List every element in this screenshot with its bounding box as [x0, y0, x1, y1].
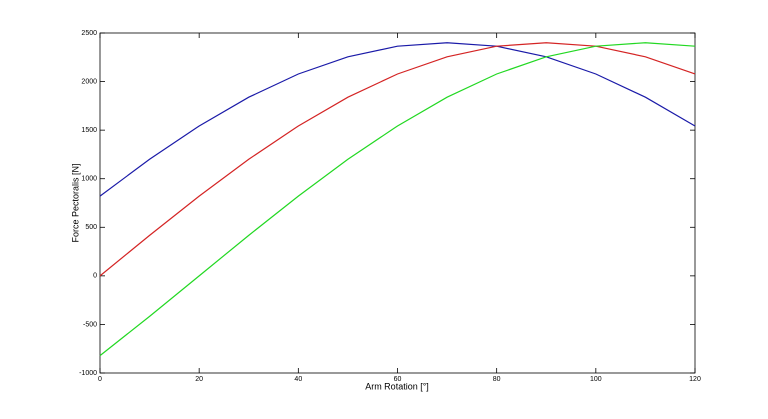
x-tick-label: 60 — [394, 376, 402, 383]
series-line — [99, 42, 696, 277]
x-axis-label: Arm Rotation [°] — [365, 381, 429, 391]
x-tick-label: 120 — [689, 376, 701, 383]
y-tick-label: 500 — [85, 224, 97, 231]
x-tick-label: 40 — [294, 376, 302, 383]
y-tick-label: 2500 — [81, 30, 97, 37]
plot-frame — [99, 32, 696, 374]
y-tick-label: 1500 — [81, 127, 97, 134]
x-tick-label: 0 — [98, 376, 102, 383]
x-tick-label: 100 — [590, 376, 602, 383]
y-tick-label: 0 — [93, 273, 97, 280]
x-tick-label: 80 — [493, 376, 501, 383]
y-axis-label: Force Pectoralis [N] — [70, 163, 80, 242]
y-tick-label: -500 — [83, 321, 97, 328]
y-tick-label: 1000 — [81, 176, 97, 183]
y-tick-label: -1000 — [79, 370, 97, 377]
series-line — [99, 42, 696, 357]
y-tick-label: 2000 — [81, 78, 97, 85]
x-tick-label: 20 — [195, 376, 203, 383]
series-line — [99, 42, 696, 197]
